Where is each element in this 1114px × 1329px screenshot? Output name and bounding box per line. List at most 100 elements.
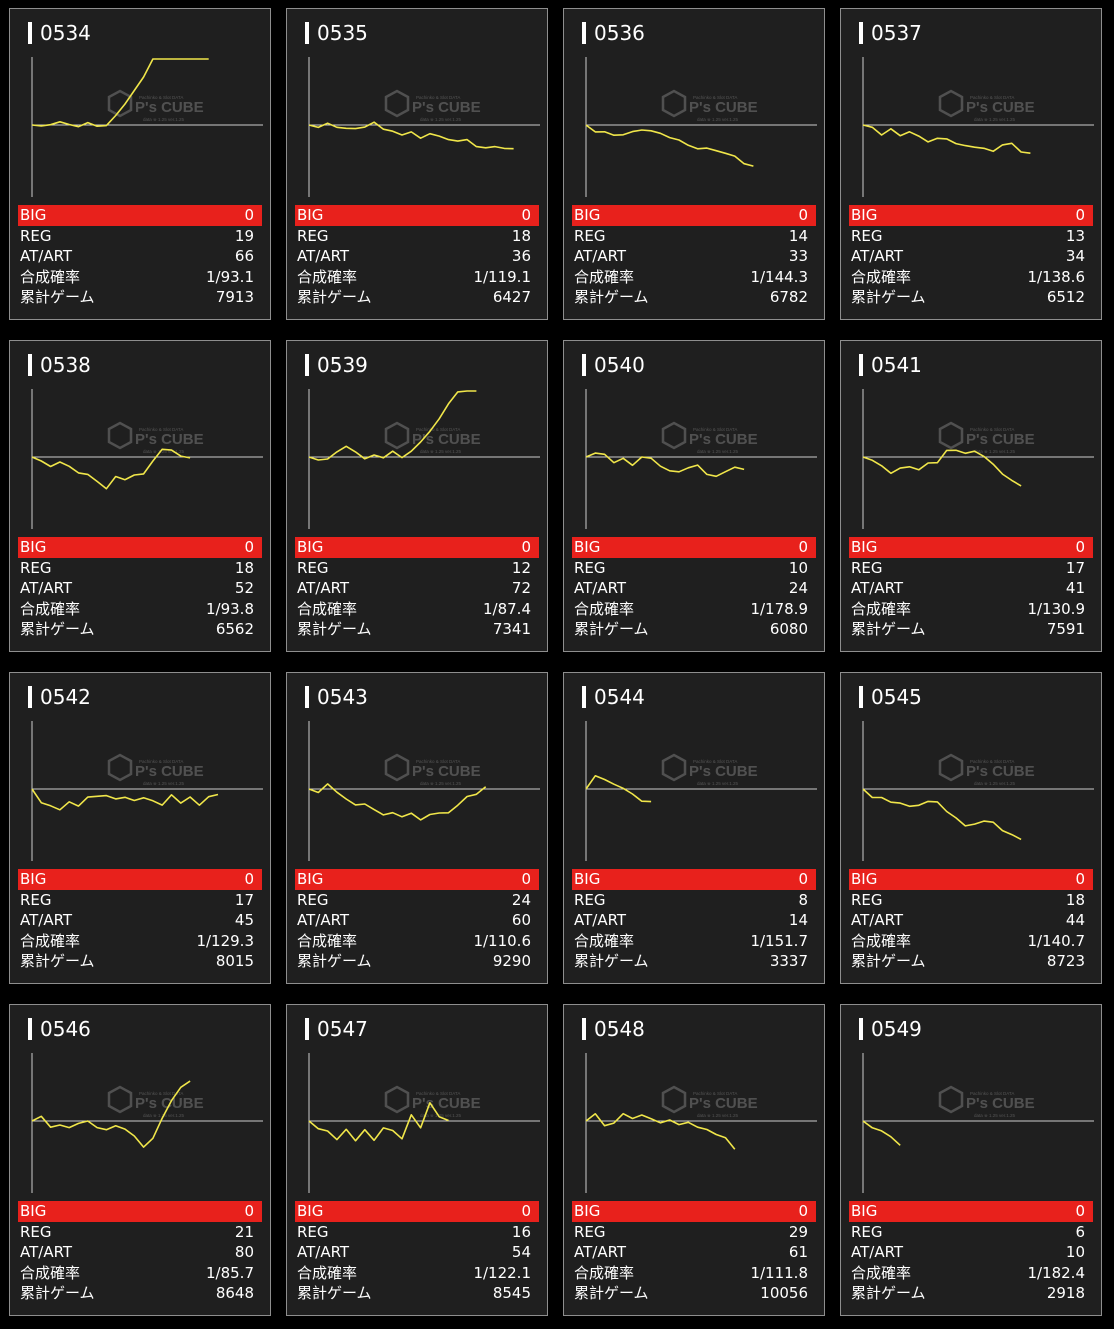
stat-value: 52 — [234, 579, 254, 597]
machine-card-0548[interactable]: P's CUBE Pachinko & Slot DATA data ※ 1.25 … — [563, 1004, 825, 1316]
svg-text:P's CUBE: P's CUBE — [966, 763, 1035, 780]
total-games-row: 累計ゲーム 7591 — [849, 619, 1093, 640]
svg-text:P's CUBE: P's CUBE — [689, 763, 758, 780]
stat-label: AT/ART — [20, 1243, 73, 1261]
machine-number: 0549 — [859, 1017, 922, 1041]
machine-card-0538[interactable]: P's CUBE Pachinko & Slot DATA data ※ 1.25 … — [9, 340, 271, 652]
total-games-row: 累計ゲーム 6080 — [572, 619, 816, 640]
svg-text:data ※ 1.25 ver.1.25: data ※ 1.25 ver.1.25 — [143, 117, 185, 122]
stat-label: 合成確率 — [297, 1263, 358, 1282]
slump-line — [308, 121, 514, 150]
svg-text:data ※ 1.25 ver.1.25: data ※ 1.25 ver.1.25 — [974, 449, 1016, 454]
stat-label: 累計ゲーム — [297, 1284, 372, 1302]
probability-row: 合成確率 1/140.7 — [849, 931, 1093, 952]
stat-value: 1/182.4 — [1027, 1263, 1085, 1282]
machine-card-0543[interactable]: P's CUBE Pachinko & Slot DATA data ※ 1.25 … — [286, 672, 548, 984]
stat-label: 累計ゲーム — [851, 620, 926, 638]
stat-label: 累計ゲーム — [851, 288, 926, 306]
svg-text:P's CUBE: P's CUBE — [412, 1095, 481, 1112]
at-row: AT/ART 72 — [295, 578, 539, 599]
stat-value: 8723 — [1046, 952, 1085, 970]
svg-text:Pachinko & Slot DATA: Pachinko & Slot DATA — [970, 759, 1014, 764]
total-games-row: 累計ゲーム 8723 — [849, 951, 1093, 972]
reg-row: REG 8 — [572, 890, 816, 911]
stat-value: 0 — [521, 870, 531, 888]
stat-value: 1/138.6 — [1027, 267, 1085, 286]
slump-line — [585, 452, 745, 478]
stats-table: BIG 0 REG 24 AT/ART 60 合成確率 1/110.6 累計ゲーム 9290 — [295, 869, 539, 972]
stats-table: BIG 0 REG 16 AT/ART 54 合成確率 1/122.1 累計ゲーム 8545 — [295, 1201, 539, 1304]
stat-label: 累計ゲーム — [574, 620, 649, 638]
machine-card-0547[interactable]: P's CUBE Pachinko & Slot DATA data ※ 1.25 … — [286, 1004, 548, 1316]
at-row: AT/ART 34 — [849, 246, 1093, 267]
stat-label: AT/ART — [574, 247, 627, 265]
stat-value: 9290 — [492, 952, 531, 970]
big-row: BIG 0 — [572, 205, 816, 226]
stat-label: 合成確率 — [851, 267, 912, 286]
slump-line — [862, 449, 1022, 487]
probability-row: 合成確率 1/93.8 — [18, 599, 262, 620]
svg-text:Pachinko & Slot DATA: Pachinko & Slot DATA — [416, 1091, 460, 1096]
svg-text:data ※ 1.25 ver.1.25: data ※ 1.25 ver.1.25 — [420, 781, 462, 786]
machine-card-0542[interactable]: P's CUBE Pachinko & Slot DATA data ※ 1.25 … — [9, 672, 271, 984]
stat-label: REG — [574, 1222, 606, 1241]
machine-card-0535[interactable]: P's CUBE Pachinko & Slot DATA data ※ 1.25 … — [286, 8, 548, 320]
svg-text:P's CUBE: P's CUBE — [689, 1095, 758, 1112]
machine-card-0534[interactable]: P's CUBE Pachinko & Slot DATA data ※ 1.25 … — [9, 8, 271, 320]
svg-text:Pachinko & Slot DATA: Pachinko & Slot DATA — [693, 427, 737, 432]
machine-number: 0535 — [305, 21, 368, 45]
stat-label: REG — [297, 1222, 329, 1241]
stat-label: 合成確率 — [297, 267, 358, 286]
stat-value: 19 — [234, 226, 254, 245]
at-row: AT/ART 66 — [18, 246, 262, 267]
machine-card-0545[interactable]: P's CUBE Pachinko & Slot DATA data ※ 1.25 … — [840, 672, 1102, 984]
at-row: AT/ART 44 — [849, 910, 1093, 931]
machine-card-0541[interactable]: P's CUBE Pachinko & Slot DATA data ※ 1.25 … — [840, 340, 1102, 652]
svg-text:P's CUBE: P's CUBE — [135, 431, 204, 448]
slump-line — [585, 1112, 736, 1150]
machine-card-0549[interactable]: P's CUBE Pachinko & Slot DATA data ※ 1.25 … — [840, 1004, 1102, 1316]
stats-table: BIG 0 REG 21 AT/ART 80 合成確率 1/85.7 累計ゲーム 8648 — [18, 1201, 262, 1304]
stat-value: 12 — [511, 558, 531, 577]
stat-label: AT/ART — [851, 1243, 904, 1261]
stats-table: BIG 0 REG 13 AT/ART 34 合成確率 1/138.6 累計ゲーム 6512 — [849, 205, 1093, 308]
at-row: AT/ART 80 — [18, 1242, 262, 1263]
svg-text:Pachinko & Slot DATA: Pachinko & Slot DATA — [970, 427, 1014, 432]
stat-value: 60 — [511, 911, 531, 929]
machine-card-0537[interactable]: P's CUBE Pachinko & Slot DATA data ※ 1.25 … — [840, 8, 1102, 320]
stat-label: REG — [851, 226, 883, 245]
svg-text:Pachinko & Slot DATA: Pachinko & Slot DATA — [416, 95, 460, 100]
machine-card-0546[interactable]: P's CUBE Pachinko & Slot DATA data ※ 1.25 … — [9, 1004, 271, 1316]
slump-line — [862, 1120, 901, 1146]
machine-number: 0538 — [28, 353, 91, 377]
reg-row: REG 18 — [18, 558, 262, 579]
machine-card-0540[interactable]: P's CUBE Pachinko & Slot DATA data ※ 1.25 … — [563, 340, 825, 652]
stat-value: 66 — [234, 247, 254, 265]
machine-number: 0534 — [28, 21, 91, 45]
stat-label: BIG — [851, 870, 878, 888]
stat-value: 0 — [244, 206, 254, 224]
stats-table: BIG 0 REG 29 AT/ART 61 合成確率 1/111.8 累計ゲーム 10056 — [572, 1201, 816, 1304]
stat-label: AT/ART — [20, 247, 73, 265]
probability-row: 合成確率 1/182.4 — [849, 1263, 1093, 1284]
big-row: BIG 0 — [849, 205, 1093, 226]
machine-card-0536[interactable]: P's CUBE Pachinko & Slot DATA data ※ 1.25 … — [563, 8, 825, 320]
stat-label: 合成確率 — [851, 599, 912, 618]
stat-value: 1/178.9 — [750, 599, 808, 618]
stat-label: REG — [574, 890, 606, 909]
stat-value: 1/93.1 — [206, 267, 254, 286]
stat-value: 61 — [788, 1243, 808, 1261]
machine-card-0544[interactable]: P's CUBE Pachinko & Slot DATA data ※ 1.25 … — [563, 672, 825, 984]
total-games-row: 累計ゲーム 6562 — [18, 619, 262, 640]
big-row: BIG 0 — [849, 537, 1093, 558]
svg-text:data ※ 1.25 ver.1.25: data ※ 1.25 ver.1.25 — [143, 449, 185, 454]
machine-card-0539[interactable]: P's CUBE Pachinko & Slot DATA data ※ 1.25 … — [286, 340, 548, 652]
stat-label: BIG — [20, 206, 47, 224]
stat-label: AT/ART — [297, 579, 350, 597]
machine-number: 0537 — [859, 21, 922, 45]
